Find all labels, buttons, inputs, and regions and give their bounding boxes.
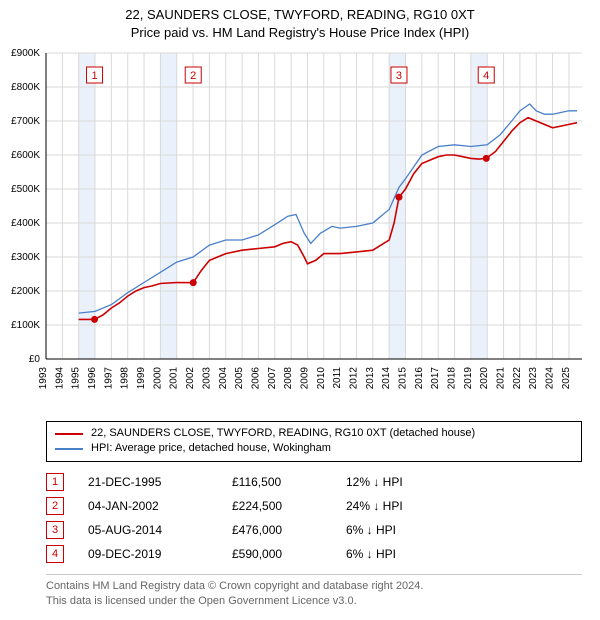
marker-pct: 6% ↓ HPI — [346, 523, 456, 537]
legend-swatch-2 — [55, 448, 83, 450]
svg-text:1994: 1994 — [54, 367, 65, 390]
svg-text:1997: 1997 — [103, 367, 114, 390]
svg-text:2009: 2009 — [299, 367, 310, 390]
legend-row-1: 22, SAUNDERS CLOSE, TWYFORD, READING, RG… — [55, 426, 573, 441]
marker-price: £116,500 — [232, 475, 322, 489]
svg-text:2014: 2014 — [381, 367, 392, 390]
svg-text:1993: 1993 — [38, 367, 49, 390]
svg-text:2011: 2011 — [332, 367, 343, 389]
svg-text:2002: 2002 — [185, 367, 196, 390]
marker-row: 4 09-DEC-2019 £590,000 6% ↓ HPI — [46, 542, 582, 566]
title-line-2: Price paid vs. HM Land Registry's House … — [0, 24, 600, 42]
marker-pct: 24% ↓ HPI — [346, 499, 456, 513]
marker-price: £476,000 — [232, 523, 322, 537]
svg-text:£0: £0 — [29, 354, 41, 365]
svg-text:2004: 2004 — [218, 367, 229, 390]
marker-date: 09-DEC-2019 — [88, 547, 208, 561]
svg-text:2025: 2025 — [561, 367, 572, 390]
svg-text:£100K: £100K — [11, 320, 40, 331]
svg-text:2022: 2022 — [512, 367, 523, 390]
marker-row: 2 04-JAN-2002 £224,500 24% ↓ HPI — [46, 494, 582, 518]
marker-num-box: 2 — [46, 497, 64, 515]
svg-text:£200K: £200K — [11, 286, 40, 297]
svg-text:£600K: £600K — [11, 150, 40, 161]
svg-text:2010: 2010 — [316, 367, 327, 390]
svg-text:2005: 2005 — [234, 367, 245, 390]
svg-text:2000: 2000 — [152, 367, 163, 390]
marker-pct: 6% ↓ HPI — [346, 547, 456, 561]
svg-text:£300K: £300K — [11, 252, 40, 263]
svg-text:2012: 2012 — [348, 367, 359, 390]
marker-num-box: 1 — [46, 473, 64, 491]
svg-text:£800K: £800K — [11, 82, 40, 93]
footer-line-2: This data is licensed under the Open Gov… — [46, 594, 582, 609]
footer-note: Contains HM Land Registry data © Crown c… — [46, 574, 582, 609]
svg-text:2: 2 — [190, 70, 196, 82]
legend-label-2: HPI: Average price, detached house, Woki… — [91, 441, 331, 456]
legend-row-2: HPI: Average price, detached house, Woki… — [55, 441, 573, 456]
svg-text:£700K: £700K — [11, 116, 40, 127]
svg-text:2007: 2007 — [267, 367, 278, 390]
marker-price: £224,500 — [232, 499, 322, 513]
marker-num-box: 4 — [46, 545, 64, 563]
legend-box: 22, SAUNDERS CLOSE, TWYFORD, READING, RG… — [46, 421, 582, 462]
svg-text:2018: 2018 — [447, 367, 458, 390]
svg-text:2008: 2008 — [283, 367, 294, 390]
svg-text:2021: 2021 — [496, 367, 507, 390]
svg-text:2023: 2023 — [528, 367, 539, 390]
svg-text:2024: 2024 — [545, 367, 556, 390]
title-line-1: 22, SAUNDERS CLOSE, TWYFORD, READING, RG… — [0, 6, 600, 24]
svg-text:£500K: £500K — [11, 184, 40, 195]
marker-pct: 12% ↓ HPI — [346, 475, 456, 489]
marker-table: 1 21-DEC-1995 £116,500 12% ↓ HPI 2 04-JAN-200… — [46, 470, 582, 566]
chart-container: 22, SAUNDERS CLOSE, TWYFORD, READING, RG… — [0, 0, 600, 609]
svg-text:1: 1 — [91, 70, 97, 82]
svg-text:1998: 1998 — [120, 367, 131, 390]
marker-row: 3 05-AUG-2014 £476,000 6% ↓ HPI — [46, 518, 582, 542]
svg-text:2013: 2013 — [365, 367, 376, 390]
svg-text:4: 4 — [483, 70, 489, 82]
svg-text:3: 3 — [396, 70, 402, 82]
svg-text:£400K: £400K — [11, 218, 40, 229]
chart-svg: £0 £100K £200K £300K £400K £500K £600K £700K £80… — [0, 45, 600, 415]
footer-line-1: Contains HM Land Registry data © Crown c… — [46, 579, 582, 594]
legend-label-1: 22, SAUNDERS CLOSE, TWYFORD, READING, RG… — [91, 426, 475, 441]
marker-date: 04-JAN-2002 — [88, 499, 208, 513]
svg-text:1995: 1995 — [71, 367, 82, 390]
svg-text:2017: 2017 — [430, 367, 441, 390]
marker-num-box: 3 — [46, 521, 64, 539]
svg-text:1996: 1996 — [87, 367, 98, 390]
chart-plot: £0 £100K £200K £300K £400K £500K £600K £700K £80… — [0, 45, 600, 415]
svg-text:1999: 1999 — [136, 367, 147, 390]
svg-text:2016: 2016 — [414, 367, 425, 390]
title-block: 22, SAUNDERS CLOSE, TWYFORD, READING, RG… — [0, 0, 600, 45]
svg-text:2006: 2006 — [250, 367, 261, 390]
marker-price: £590,000 — [232, 547, 322, 561]
marker-date: 21-DEC-1995 — [88, 475, 208, 489]
svg-text:2015: 2015 — [398, 367, 409, 390]
svg-text:£900K: £900K — [11, 48, 40, 59]
svg-text:2001: 2001 — [169, 367, 180, 390]
svg-text:2019: 2019 — [463, 367, 474, 390]
marker-date: 05-AUG-2014 — [88, 523, 208, 537]
svg-text:2020: 2020 — [479, 367, 490, 390]
svg-text:2003: 2003 — [201, 367, 212, 390]
marker-row: 1 21-DEC-1995 £116,500 12% ↓ HPI — [46, 470, 582, 494]
legend-swatch-1 — [55, 433, 83, 435]
